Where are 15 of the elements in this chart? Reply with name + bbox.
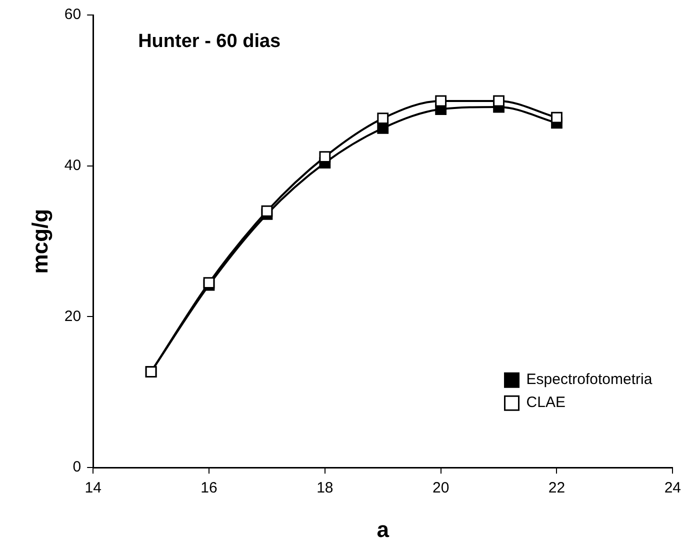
x-tick-label: 18: [316, 480, 334, 497]
y-tick-label: 0: [72, 458, 82, 476]
x-tick-label: 20: [432, 480, 450, 497]
legend-label: CLAE: [526, 394, 566, 412]
legend-label: Espectrofotometria: [526, 371, 653, 388]
x-tick-label: 22: [548, 480, 566, 497]
x-axis-title: a: [376, 516, 390, 542]
text: Hunter - 60 dias: [138, 31, 281, 53]
x-tick-label: 14: [84, 480, 102, 497]
y-axis-title: mcg/g: [27, 208, 52, 274]
x-tick-label: 24: [664, 480, 681, 497]
y-tick-label: 20: [64, 308, 82, 325]
y-tick-label: 60: [64, 6, 82, 24]
y-tick-label: 40: [64, 157, 82, 174]
x-tick-label: 16: [200, 480, 218, 497]
